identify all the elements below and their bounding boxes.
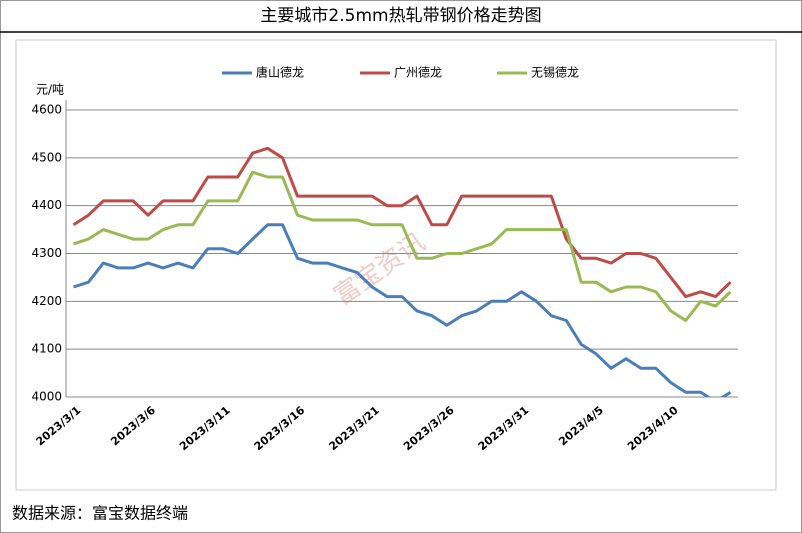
y-tick-label: 4400 bbox=[31, 198, 62, 212]
y-tick-label: 4600 bbox=[31, 103, 62, 117]
legend-label: 唐山德龙 bbox=[256, 65, 304, 80]
y-tick-label: 4500 bbox=[31, 150, 62, 164]
chart-title: 主要城市2.5mm热轧带钢价格走势图 bbox=[260, 6, 541, 26]
y-tick-label: 4200 bbox=[31, 294, 62, 308]
chart-area bbox=[15, 39, 777, 491]
y-tick-label: 4100 bbox=[31, 342, 62, 356]
y-axis-label: 元/吨 bbox=[36, 83, 64, 97]
plot bbox=[72, 146, 732, 397]
y-tick-label: 4300 bbox=[31, 246, 62, 260]
series-line bbox=[73, 170, 732, 322]
legend-label: 广州德龙 bbox=[394, 65, 442, 80]
source: 数据来源：富宝数据终端 bbox=[12, 504, 188, 523]
series-line bbox=[73, 223, 732, 397]
legend-label: 无锡德龙 bbox=[531, 65, 579, 80]
series-line bbox=[72, 146, 732, 299]
y-tick-label: 4000 bbox=[31, 390, 62, 404]
